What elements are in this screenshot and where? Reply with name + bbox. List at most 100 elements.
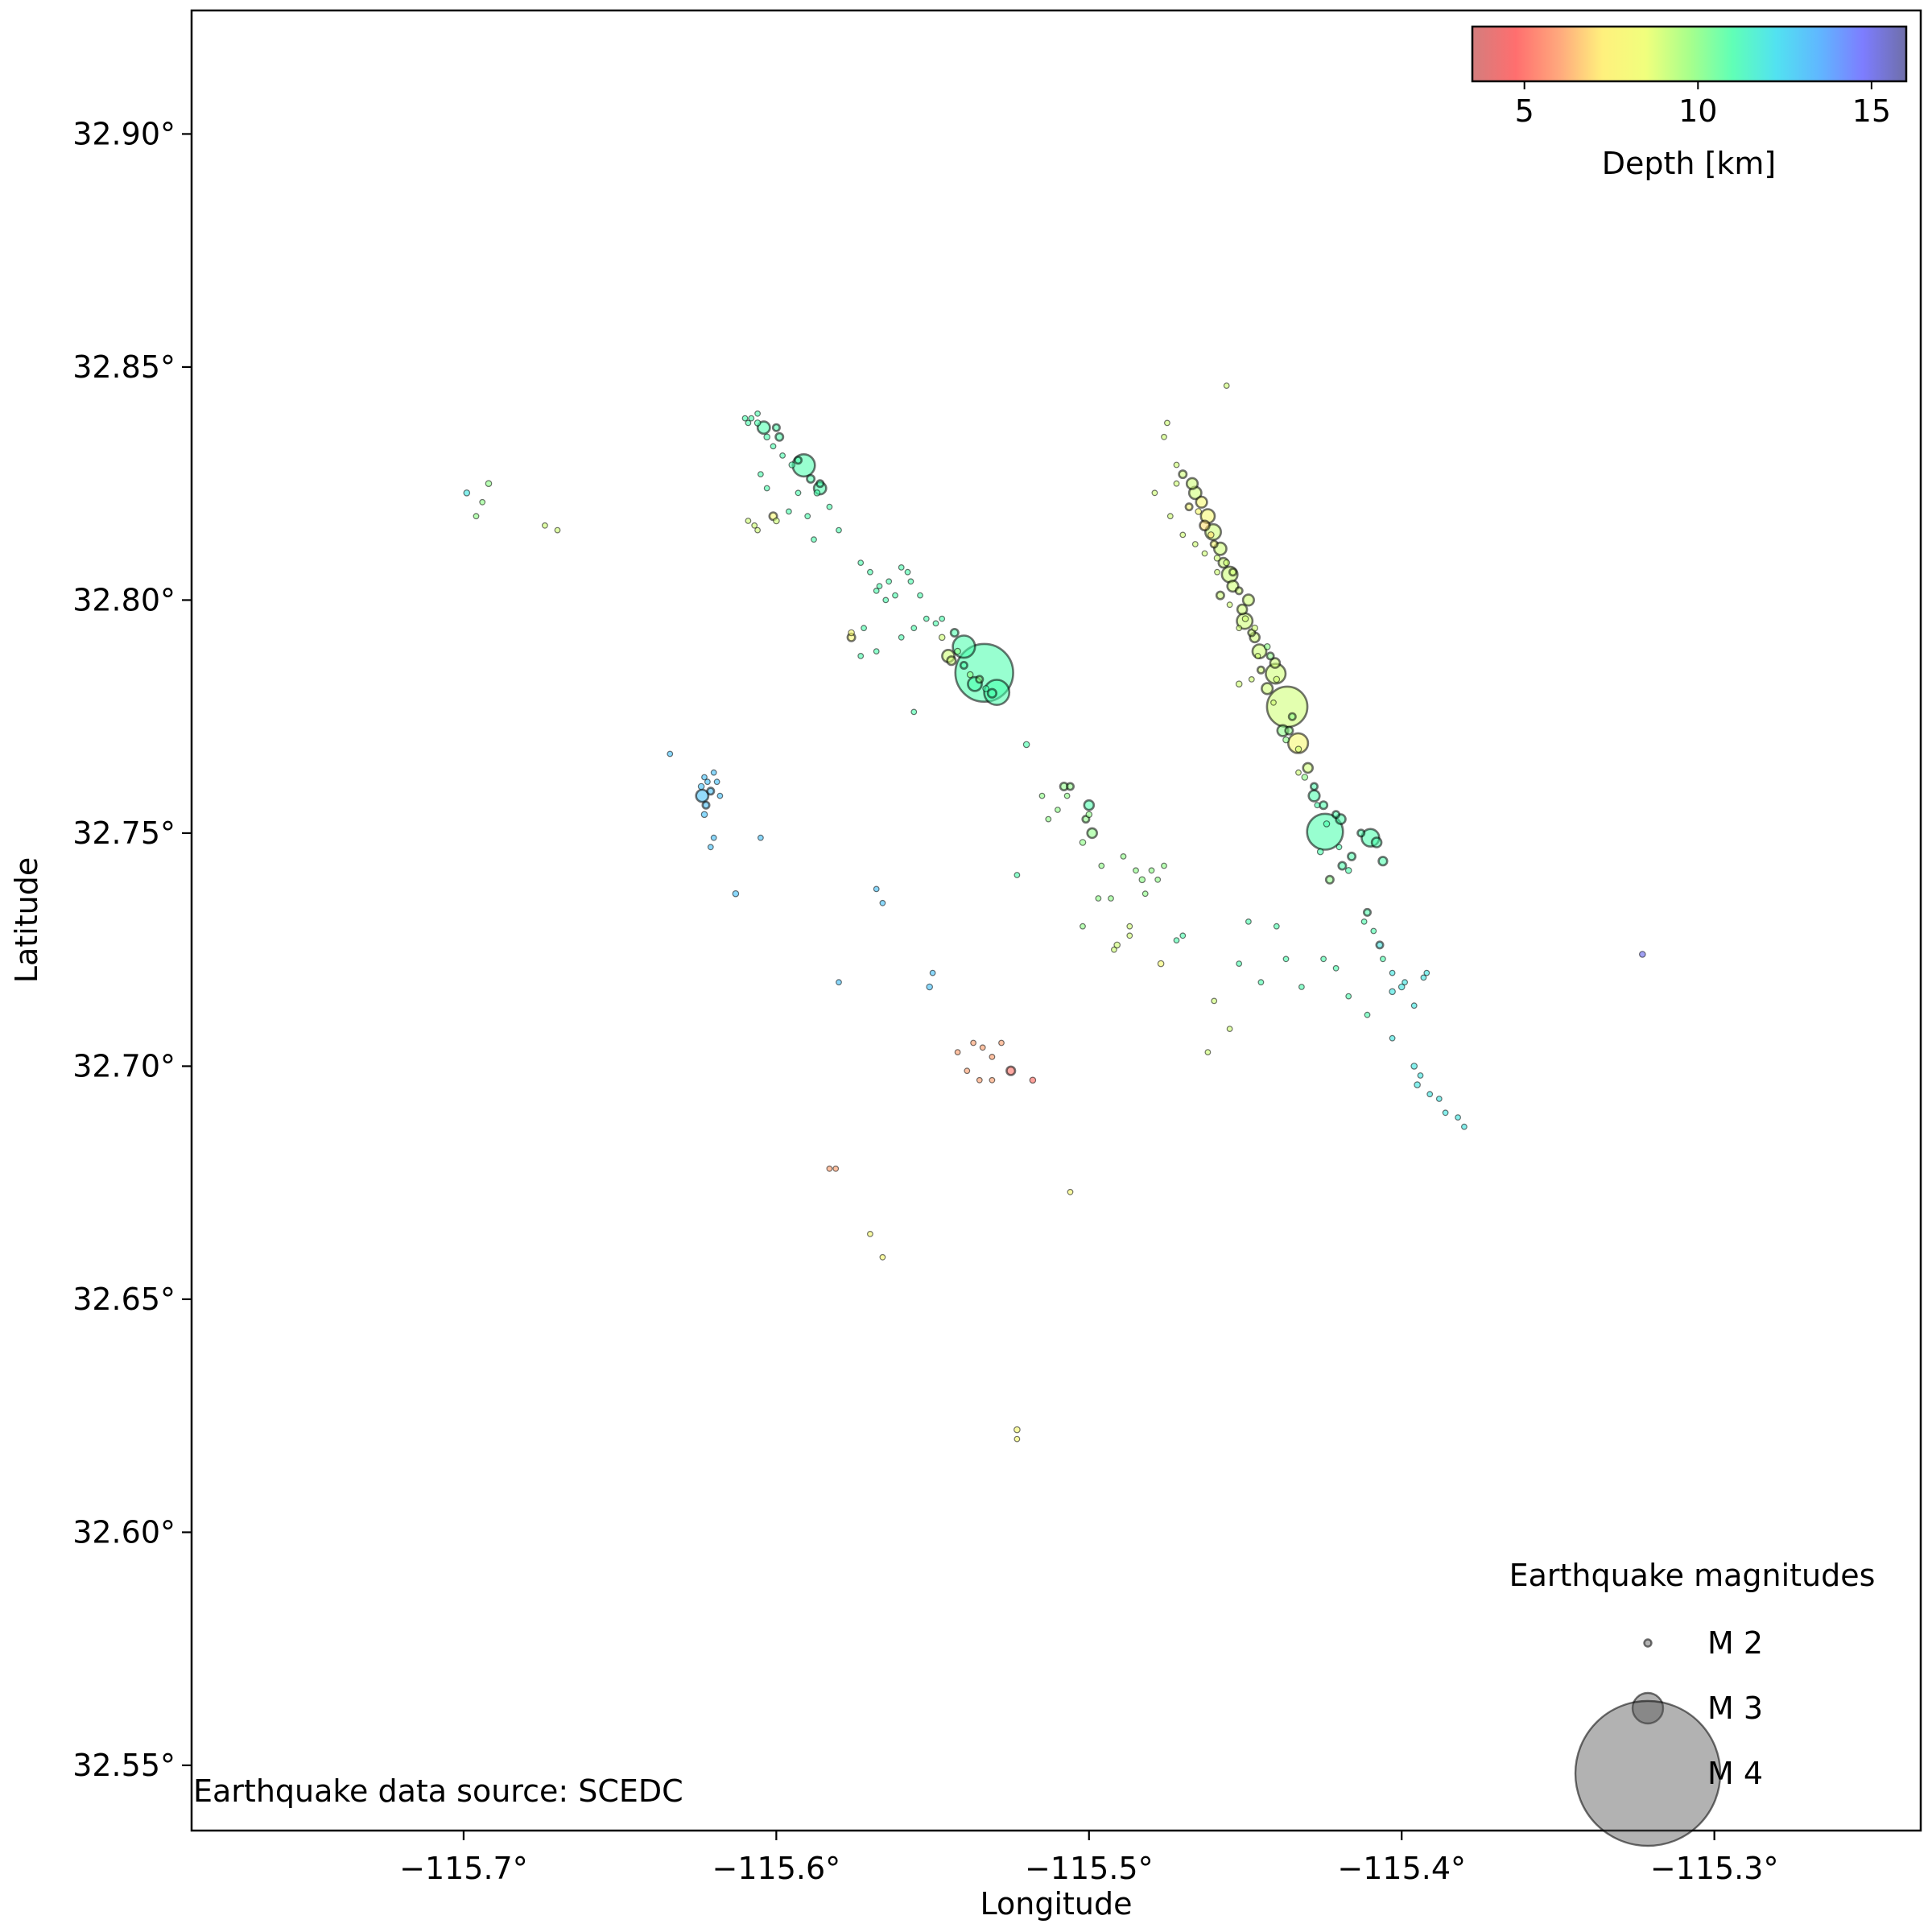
earthquake-point: [1184, 502, 1194, 512]
earthquake-point: [1256, 665, 1265, 675]
earthquake-point: [1265, 651, 1275, 661]
y-tick-label: 32.65°: [72, 1282, 175, 1317]
earthquake-point: [923, 615, 930, 622]
earthquake-point: [1370, 836, 1383, 848]
colorbar-ticks: 5 10 15: [1515, 81, 1891, 129]
earthquake-point: [1314, 802, 1321, 809]
earthquake-point: [1263, 642, 1271, 650]
earthquake-point: [1209, 539, 1219, 549]
earthquake-point: [1306, 812, 1344, 851]
earthquake-point: [1226, 1026, 1233, 1032]
plot-area-frame: [190, 9, 1922, 1832]
earthquake-point: [910, 625, 918, 632]
earthquake-point: [1345, 993, 1352, 1000]
y-tick-label: 32.70°: [72, 1048, 175, 1084]
earthquake-point: [926, 983, 934, 991]
earthquake-point: [1211, 997, 1218, 1005]
earthquake-point: [876, 583, 883, 589]
earthquake-point: [1236, 625, 1243, 632]
earthquake-point: [758, 471, 764, 477]
earthquake-point: [982, 685, 989, 692]
earthquake-point: [1138, 876, 1146, 884]
magnitude-legend-label: M 4: [1707, 1756, 1763, 1791]
earthquake-point: [774, 431, 785, 442]
earthquake-point: [949, 627, 960, 638]
earthquake-point: [1038, 792, 1046, 799]
earthquake-point: [848, 629, 855, 637]
earthquake-point: [793, 456, 803, 465]
earthquake-point: [1086, 827, 1098, 840]
depth-colorbar: 5 10 15 Depth [km]: [1471, 25, 1908, 181]
earthquake-point: [1013, 872, 1021, 878]
earthquake-point: [701, 774, 708, 781]
earthquake-point: [1410, 1063, 1418, 1070]
earthquake-point: [998, 1039, 1005, 1046]
earthquake-point: [1364, 1011, 1371, 1018]
earthquake-point: [1397, 983, 1406, 991]
earthquake-point: [748, 415, 755, 422]
earthquake-point: [1370, 927, 1377, 935]
earthquake-point: [1045, 815, 1052, 823]
earthquake-point: [857, 559, 865, 566]
earthquake-point: [861, 625, 867, 632]
earthquake-point: [806, 473, 816, 484]
earthquake-point: [1204, 1049, 1212, 1055]
earthquake-point: [1270, 699, 1277, 706]
earthquake-point: [1013, 1426, 1021, 1434]
earthquake-point: [770, 443, 777, 450]
earthquake-point: [954, 1049, 961, 1055]
earthquake-point: [1389, 1034, 1396, 1042]
earthquake-point: [554, 526, 561, 534]
earthquake-point: [1254, 653, 1261, 659]
earthquake-point: [710, 769, 717, 776]
earthquake-point: [745, 518, 752, 524]
y-tick-label: 32.90°: [72, 116, 175, 151]
earthquake-point: [804, 513, 811, 520]
earthquake-point: [1287, 712, 1297, 721]
earthquake-point: [832, 1165, 840, 1172]
earthquake-point: [1199, 519, 1211, 532]
earthquake-point: [1179, 531, 1187, 539]
earthquake-point: [964, 1067, 971, 1075]
earthquake-point: [1228, 568, 1238, 577]
earthquake-point: [1166, 513, 1174, 520]
earthquake-point: [1375, 940, 1385, 950]
earthquake-point: [763, 485, 770, 492]
earthquake-point: [1157, 960, 1165, 968]
earthquake-point: [1108, 895, 1114, 902]
earthquake-point: [1310, 782, 1319, 791]
earthquake-point: [1029, 1076, 1037, 1084]
magnitude-legend-marker: [1574, 1699, 1722, 1847]
y-tick-label: 32.55°: [72, 1748, 175, 1783]
earthquake-point: [836, 526, 842, 534]
magnitude-legend-marker: [1643, 1638, 1653, 1648]
earthquake-point: [879, 899, 886, 906]
earthquake-point: [1067, 1188, 1074, 1195]
earthquake-point: [741, 415, 749, 422]
earthquake-point: [754, 526, 761, 534]
earthquake-point: [1442, 1109, 1449, 1117]
colorbar-tick-label: 5: [1515, 93, 1534, 129]
earthquake-point: [815, 479, 825, 489]
earthquake-point: [710, 834, 717, 841]
earthquake-point: [1298, 984, 1305, 990]
earthquake-point: [1347, 851, 1357, 861]
earthquake-point: [1113, 941, 1121, 949]
earthquake-point: [701, 800, 711, 810]
earthquake-point: [1301, 774, 1309, 781]
earthquake-point: [716, 792, 724, 799]
x-tick-label: −115.7°: [399, 1851, 528, 1886]
earthquake-point: [1236, 603, 1249, 616]
x-axis-label: Longitude: [980, 1886, 1133, 1922]
earthquake-point: [882, 597, 890, 604]
earthquake-point: [1234, 586, 1244, 596]
earthquake-point: [1307, 789, 1321, 803]
magnitude-legend-title: Earthquake magnitudes: [1509, 1558, 1876, 1593]
earthquake-point: [1161, 433, 1167, 440]
earthquake-point: [1173, 480, 1180, 487]
earthquake-point: [1455, 1114, 1461, 1121]
earthquake-point: [1195, 508, 1203, 515]
earthquake-point: [1223, 559, 1231, 567]
earthquake-point: [836, 979, 842, 986]
earthquake-point: [1185, 477, 1199, 490]
